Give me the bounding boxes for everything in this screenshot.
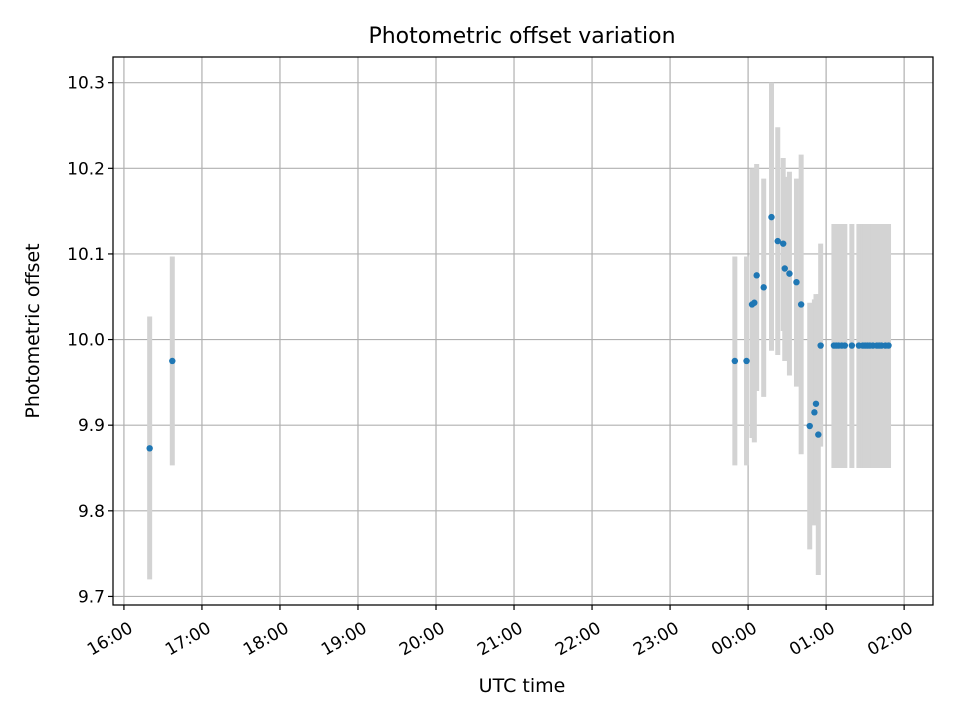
data-point <box>815 431 822 438</box>
data-point <box>841 342 849 349</box>
plot-area-frame <box>112 56 934 606</box>
data-point <box>811 409 818 416</box>
y-tick-label: 10.2 <box>67 159 105 179</box>
y-tick-label: 9.7 <box>78 587 105 607</box>
data-point <box>797 301 805 308</box>
data-point <box>146 445 153 452</box>
grid <box>113 57 933 605</box>
data-point <box>760 284 767 291</box>
data-point <box>731 357 739 365</box>
y-tick-label: 9.9 <box>78 416 105 436</box>
data-point <box>779 240 787 247</box>
y-tick-label: 10.0 <box>67 331 105 351</box>
data-point <box>169 357 176 365</box>
y-axis-ticks: 9.7 9.8 9.9 10.0 10.1 10.2 10.3 <box>67 74 113 607</box>
data-point <box>806 422 813 430</box>
chart-title: Photometric offset variation <box>368 24 675 49</box>
data-point <box>751 299 758 306</box>
data-points <box>146 213 892 452</box>
data-point <box>743 357 750 365</box>
data-point <box>753 272 760 279</box>
x-axis-label: UTC time <box>479 675 566 697</box>
data-point <box>774 237 781 245</box>
y-axis-label: Photometric offset <box>22 243 44 418</box>
data-point <box>885 342 892 349</box>
data-point <box>768 213 775 221</box>
y-tick-label: 10.3 <box>67 74 105 94</box>
data-point <box>781 265 788 272</box>
y-tick-label: 10.1 <box>67 245 105 265</box>
data-point <box>812 400 820 407</box>
data-point <box>786 270 793 277</box>
data-point <box>848 342 856 349</box>
y-tick-label: 9.8 <box>78 502 105 522</box>
data-point <box>793 278 800 286</box>
data-point <box>817 342 824 349</box>
